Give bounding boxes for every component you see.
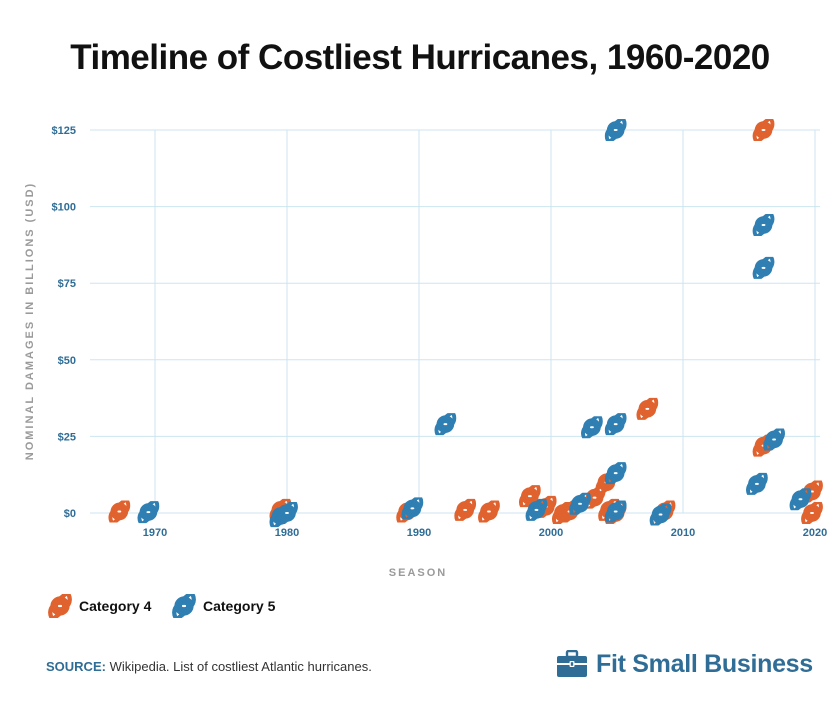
x-axis-ticks: 1970 1980 1990 2000 2010 2020 <box>143 527 827 539</box>
hurricane-marker <box>752 256 775 279</box>
y-tick-label: $25 <box>58 431 76 443</box>
chart-title: Timeline of Costliest Hurricanes, 1960-2… <box>70 38 770 77</box>
brand-logo: Fit Small Business <box>556 648 813 680</box>
hurricane-marker <box>108 500 131 523</box>
hurricane-marker <box>752 119 775 141</box>
series-category-4 <box>108 119 823 524</box>
y-tick-label: $125 <box>52 125 76 137</box>
y-tick-label: $0 <box>64 508 76 520</box>
legend: Category 4 Category 5 <box>50 593 276 619</box>
source-key: SOURCE: <box>46 659 106 674</box>
hurricane-marker <box>636 397 659 420</box>
hurricane-marker <box>454 498 477 521</box>
x-tick-label: 1970 <box>143 527 167 539</box>
source-note: SOURCE: Wikipedia. List of costliest Atl… <box>46 659 372 674</box>
series-category-5 <box>137 119 812 528</box>
legend-item-category-4: Category 4 <box>50 593 152 619</box>
x-tick-label: 2020 <box>803 527 827 539</box>
hurricane-marker <box>746 472 768 495</box>
x-tick-label: 1980 <box>275 527 299 539</box>
legend-label: Category 4 <box>79 598 152 614</box>
hurricane-marker <box>752 213 775 236</box>
hurricane-icon <box>174 593 193 619</box>
y-tick-label: $75 <box>58 278 76 290</box>
x-tick-label: 2000 <box>539 527 563 539</box>
hurricane-icon <box>50 593 69 619</box>
y-axis-ticks: $0 $25 $50 $75 $100 $125 <box>52 125 76 520</box>
data-points <box>108 119 823 528</box>
legend-item-category-5: Category 5 <box>174 593 276 619</box>
grid-lines <box>90 129 820 514</box>
source-text: Wikipedia. List of costliest Atlantic hu… <box>109 659 372 674</box>
x-tick-label: 2010 <box>671 527 695 539</box>
x-axis-title: SEASON <box>389 567 447 579</box>
hurricane-marker <box>604 413 627 436</box>
x-tick-label: 1990 <box>407 527 431 539</box>
hurricane-marker <box>478 500 500 523</box>
hurricane-marker <box>434 413 457 436</box>
y-axis-title: NOMINAL DAMAGES IN BILLIONS (USD) <box>24 182 36 460</box>
brand-name: Fit Small Business <box>596 649 813 678</box>
hurricane-marker <box>581 416 603 439</box>
y-tick-label: $100 <box>52 202 76 214</box>
briefcase-icon <box>557 650 587 677</box>
y-tick-label: $50 <box>58 355 76 367</box>
hurricane-marker <box>604 119 627 141</box>
legend-label: Category 5 <box>203 598 276 614</box>
